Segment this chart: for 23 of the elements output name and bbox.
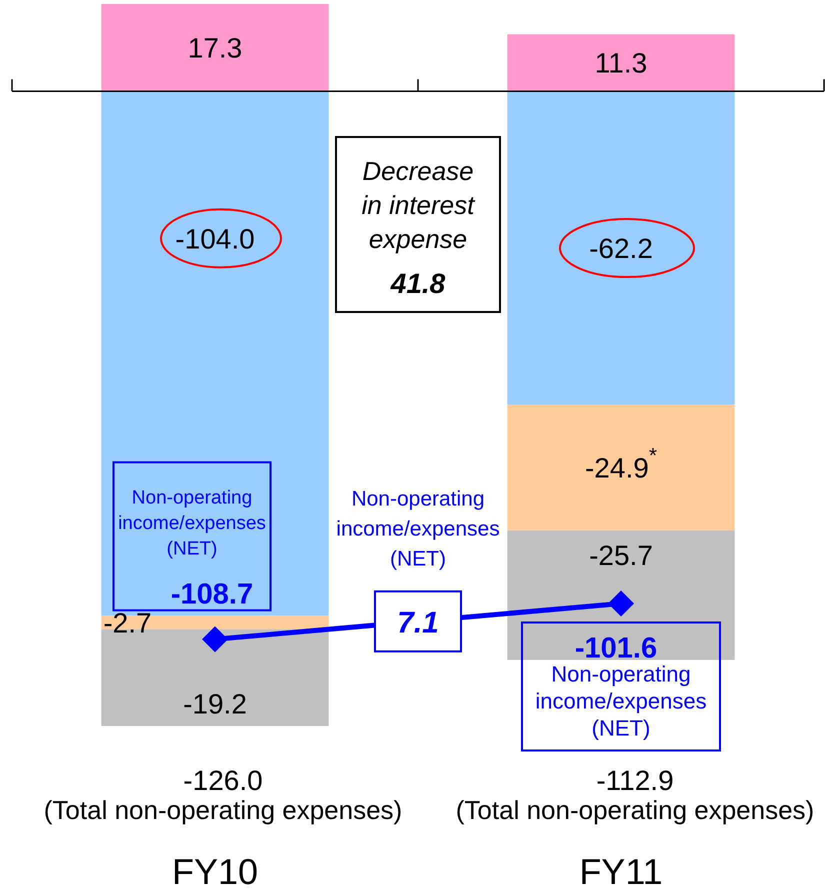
data-label: -19.2 <box>183 688 247 720</box>
data-label: -62.2 <box>589 232 653 264</box>
annotation: 41.8 <box>390 268 446 299</box>
annotation: -126.0 (Total non-operating expenses) <box>44 765 402 825</box>
bar <box>507 530 735 660</box>
data-label: 17.3 <box>188 32 242 64</box>
x-tick-label: FY11 <box>579 851 663 889</box>
data-label: -25.7 <box>589 540 653 571</box>
bar <box>101 4 329 92</box>
data-label: 11.3 <box>594 47 648 78</box>
annotation: 7.1 <box>397 606 439 640</box>
bar <box>507 34 735 92</box>
annotation: -112.9 (Total non-operating expenses) <box>456 765 814 825</box>
data-label: -104.0 <box>175 222 255 254</box>
data-label: -108.7 <box>170 578 254 610</box>
data-label: -2.7 <box>103 606 152 638</box>
annotation: Non-operating income/expenses (NET) <box>118 487 266 560</box>
bar <box>507 404 735 530</box>
text: Non-operating income/expenses (NET) <box>336 487 500 570</box>
bar <box>507 91 735 405</box>
data-label: -24.9$^{*}$ <box>584 444 658 484</box>
x-tick-label: FY10 <box>172 851 258 889</box>
annotation: Decrease in interest expense <box>362 156 476 254</box>
